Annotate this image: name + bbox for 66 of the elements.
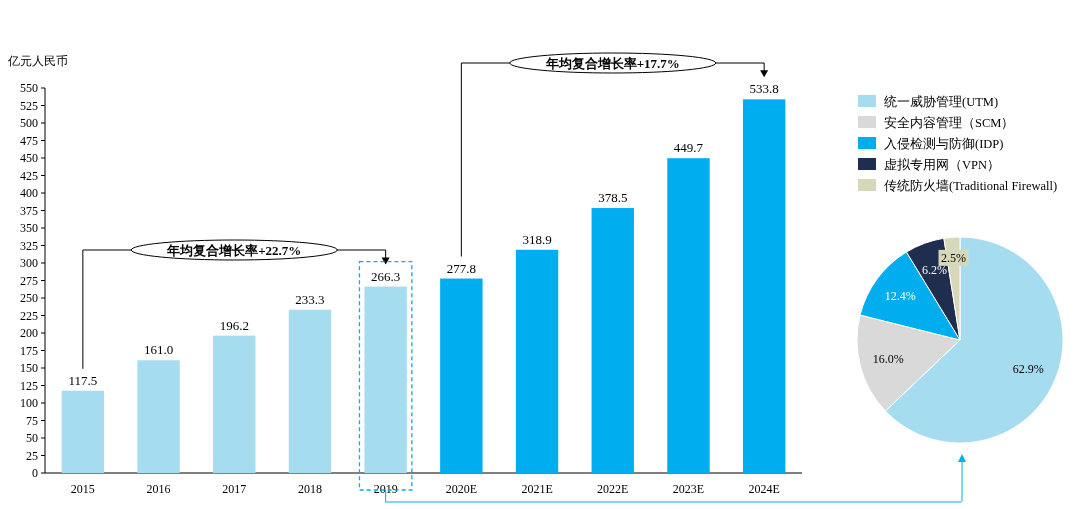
bar <box>288 309 332 473</box>
data-label: 161.0 <box>143 342 174 358</box>
y-tick-label: 450 <box>20 151 38 165</box>
legend-label: 统一威胁管理(UTM) <box>884 95 999 109</box>
data-label: 196.2 <box>219 317 249 333</box>
y-tick-label: 25 <box>26 448 38 463</box>
legend-label: 传统防火墙(Traditional Firewall) <box>884 179 1058 193</box>
bar <box>515 249 559 473</box>
data-label: 12.4% <box>884 289 916 304</box>
y-tick-label: 375 <box>20 203 38 218</box>
y-tick-label: 325 <box>20 238 38 253</box>
y-tick-label: 300 <box>20 256 38 270</box>
bar <box>61 390 105 473</box>
bar <box>440 278 483 473</box>
data-label: 16.0% <box>872 351 904 366</box>
y-tick-label: 525 <box>20 98 38 113</box>
x-tick-label: 2021E <box>521 482 553 496</box>
y-tick-label: 550 <box>20 81 38 95</box>
y-tick-label: 500 <box>20 116 38 130</box>
x-tick-label: 2023E <box>672 482 705 496</box>
data-label: 318.9 <box>522 231 552 247</box>
data-label: 266.3 <box>371 268 401 284</box>
x-tick-label: 2020E <box>445 482 478 496</box>
x-tick-label: 2017 <box>222 482 247 496</box>
x-tick-label: 2015 <box>70 482 95 496</box>
data-label: 233.3 <box>295 291 325 307</box>
y-tick-label: 175 <box>20 343 38 358</box>
bar <box>591 208 634 473</box>
bar <box>742 99 786 473</box>
data-label: 378.5 <box>598 190 628 206</box>
data-label: 449.7 <box>673 140 704 156</box>
y-tick-label: 75 <box>26 413 38 428</box>
bar <box>213 335 256 473</box>
y-tick-label: 400 <box>20 186 38 200</box>
y-tick-label: 275 <box>20 273 38 288</box>
y-tick-label: 200 <box>20 326 38 340</box>
data-label: 117.5 <box>68 372 98 388</box>
annotation: 年均复合增长率+22.7% <box>166 243 302 258</box>
y-tick-label: 125 <box>20 378 38 393</box>
bar <box>667 158 710 473</box>
data-label: 6.2% <box>921 263 947 278</box>
y-tick-label: 425 <box>20 168 38 183</box>
y-tick-label: 225 <box>20 308 38 323</box>
data-label: 533.8 <box>749 81 779 97</box>
x-tick-label: 2016 <box>146 482 171 496</box>
legend-label: 入侵检测与防御(IDP) <box>884 137 1004 151</box>
y-tick-label: 0 <box>32 466 38 480</box>
x-tick-label: 2022E <box>597 482 629 496</box>
y-tick-label: 150 <box>20 361 38 375</box>
y-tick-label: 350 <box>20 221 38 235</box>
x-tick-label: 2018 <box>297 482 322 496</box>
y-tick-label: 50 <box>26 431 38 445</box>
text: 年均复合增长率+17.7% <box>544 56 680 71</box>
y-axis-title: 亿元人民币 <box>7 54 68 68</box>
y-tick-label: 100 <box>20 396 38 410</box>
bar <box>364 286 407 473</box>
x-tick-label: 2019 <box>373 482 398 496</box>
y-tick-label: 475 <box>20 133 38 148</box>
data-label: 277.8 <box>446 260 476 276</box>
data-label: 62.9% <box>1012 362 1044 377</box>
y-tick-label: 250 <box>20 291 38 305</box>
x-tick-label: 2024E <box>748 482 780 496</box>
legend-label: 虚拟专用网（VPN） <box>884 158 1001 172</box>
legend-label: 安全内容管理（SCM） <box>884 115 1015 130</box>
data-label: 2.5% <box>941 250 967 265</box>
bar <box>137 360 180 473</box>
